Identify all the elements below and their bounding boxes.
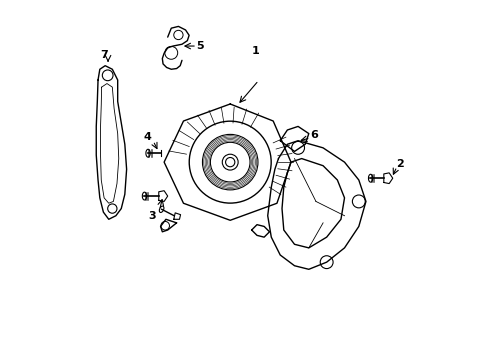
Text: 6: 6 — [309, 130, 318, 140]
Text: 1: 1 — [251, 46, 259, 57]
Text: 7: 7 — [101, 50, 108, 60]
Text: 2: 2 — [395, 159, 403, 169]
Text: 4: 4 — [143, 132, 151, 142]
Text: 3: 3 — [148, 211, 156, 221]
Text: 5: 5 — [196, 41, 203, 51]
